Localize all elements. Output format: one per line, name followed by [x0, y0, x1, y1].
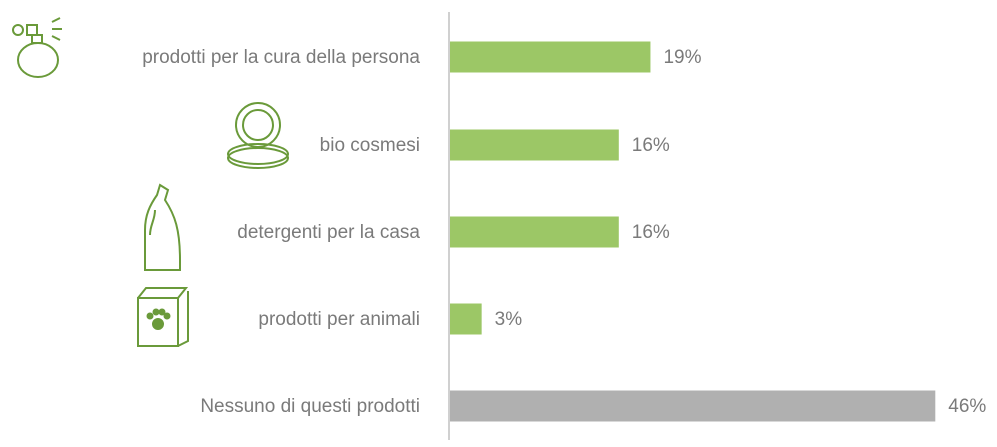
bar [450, 303, 482, 335]
bar [450, 41, 651, 73]
perfume-icon [12, 17, 62, 78]
category-label: prodotti per animali [258, 309, 420, 330]
category-label: detergenti per la casa [237, 222, 420, 243]
value-label: 16% [632, 222, 670, 243]
category-label: Nessuno di questi prodotti [200, 396, 420, 417]
compact-icon [227, 102, 289, 169]
value-label: 3% [495, 309, 523, 330]
bar [450, 129, 619, 161]
bar [450, 216, 619, 248]
value-label: 46% [948, 396, 986, 417]
value-label: 16% [632, 135, 670, 156]
category-label: bio cosmesi [320, 135, 420, 156]
bottle-icon [144, 183, 181, 271]
bar [450, 390, 936, 422]
category-label: prodotti per la cura della persona [142, 47, 420, 68]
value-label: 19% [663, 47, 701, 68]
pet-food-icon [137, 287, 189, 347]
